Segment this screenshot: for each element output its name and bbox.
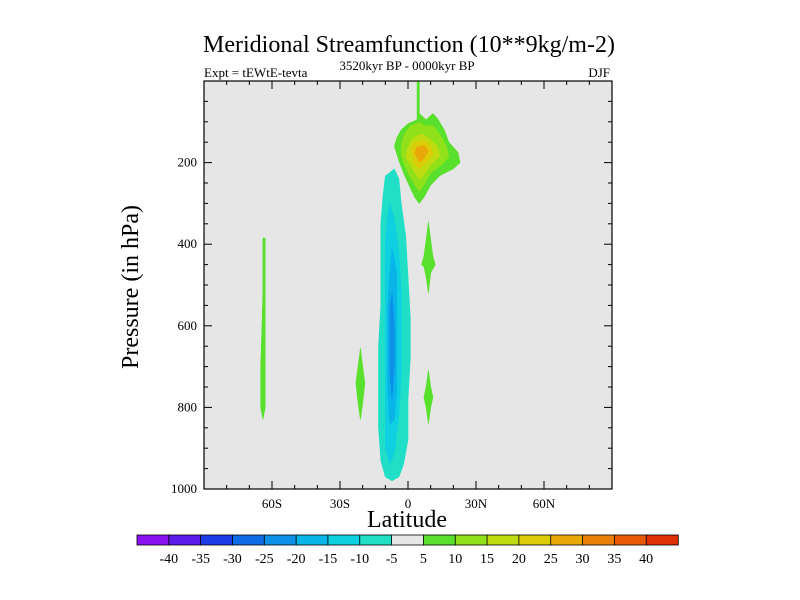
contour-region-5-9 <box>260 237 266 420</box>
colorbar-label: 20 <box>512 552 526 567</box>
colorbar-swatch <box>550 534 584 546</box>
contour-fills <box>260 81 461 482</box>
x-tick-label: 60N <box>533 496 556 511</box>
colorbar-swatch <box>645 534 679 546</box>
colorbar-label: -10 <box>350 552 369 567</box>
colorbar-label: -5 <box>386 552 398 567</box>
y-tick-label: 800 <box>178 399 198 414</box>
y-tick-label: 400 <box>178 236 198 251</box>
colorbar-swatch <box>582 534 616 546</box>
axis-ticks: 60S 30S 0 30N 60N 200 400 600 800 1000 <box>171 80 613 511</box>
contour-region--20-3 <box>389 293 395 400</box>
colorbar-label: 15 <box>480 552 494 567</box>
colorbar-label: 40 <box>639 552 653 567</box>
y-axis-label: Pressure (in hPa) <box>118 205 144 369</box>
colorbar-swatch <box>263 534 297 546</box>
colorbar-swatch <box>168 534 202 546</box>
colorbar-label: 30 <box>576 552 590 567</box>
colorbar-swatch <box>136 534 170 546</box>
chart-title: Meridional Streamfunction (10**9kg/m-2) <box>203 32 615 58</box>
colorbar-label: 10 <box>448 552 462 567</box>
contour-region-5-11 <box>421 221 436 294</box>
y-tick-label: 1000 <box>171 481 197 496</box>
contour-region-5-10 <box>355 348 366 420</box>
x-tick-label: 0 <box>405 496 412 511</box>
y-tick-label: 600 <box>178 318 198 333</box>
y-tick-label: 200 <box>178 155 198 170</box>
colorbar-label: -40 <box>159 552 178 567</box>
colorbar-swatch <box>486 534 520 546</box>
colorbar-label: 5 <box>420 552 427 567</box>
right-string: DJF <box>588 65 610 80</box>
colorbar-swatch <box>359 534 393 546</box>
contour-region-25-8 <box>414 145 429 163</box>
colorbar-label: 35 <box>607 552 621 567</box>
colorbar-label: -15 <box>319 552 338 567</box>
colorbar-swatch <box>200 534 234 546</box>
x-tick-label: 30N <box>465 496 488 511</box>
colorbar-label: -25 <box>255 552 274 567</box>
colorbar-swatch <box>518 534 552 546</box>
contour-region-5-12 <box>423 369 434 424</box>
x-axis-label: Latitude <box>367 507 447 533</box>
colorbar-label: 25 <box>544 552 558 567</box>
colorbar-swatch <box>391 534 425 546</box>
center-string: 3520kyr BP - 0000kyr BP <box>339 58 474 73</box>
colorbar: -40 -35 -30 -25 -20 -15 -10 -5 5 10 15 20 25 30 35 40 <box>136 534 679 567</box>
colorbar-label: -30 <box>223 552 242 567</box>
colorbar-swatch <box>423 534 456 546</box>
x-tick-label: 30S <box>330 496 350 511</box>
colorbar-swatch <box>295 534 329 546</box>
left-string: Expt = tEWtE-tevta <box>204 65 308 80</box>
colorbar-swatch <box>454 534 488 546</box>
colorbar-label: -35 <box>191 552 210 567</box>
colorbar-swatch <box>327 534 361 546</box>
x-tick-label: 60S <box>262 496 282 511</box>
colorbar-swatch <box>613 534 647 546</box>
colorbar-swatch <box>232 534 265 546</box>
colorbar-label: -20 <box>287 552 306 567</box>
